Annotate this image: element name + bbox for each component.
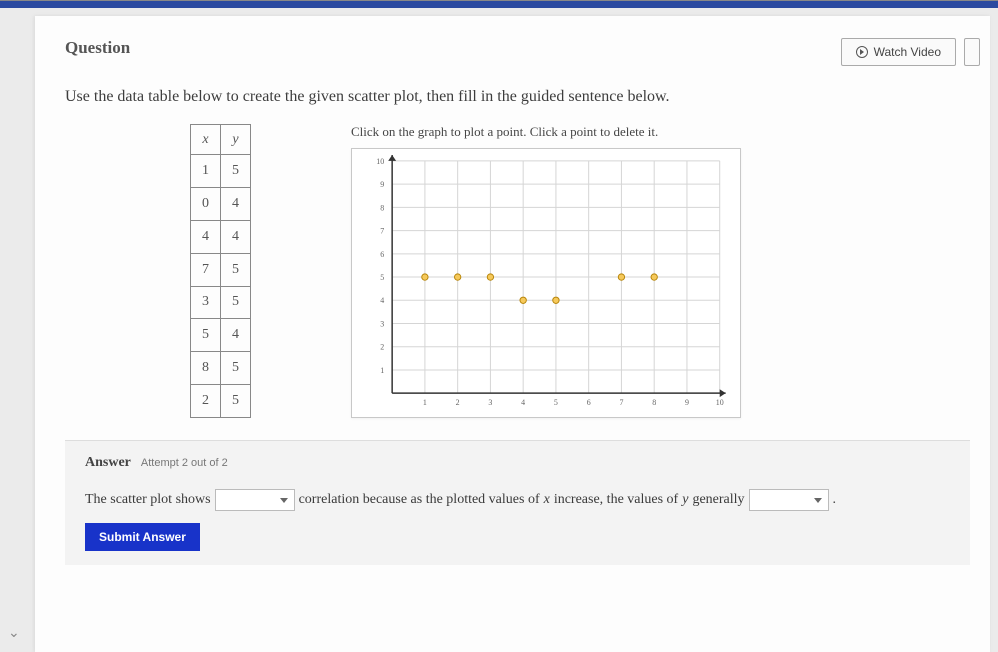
header: Question Watch Video: [65, 38, 990, 66]
attempt-text: Attempt 2 out of 2: [141, 457, 228, 469]
table-header: y: [221, 125, 251, 155]
table-cell: 0: [191, 187, 221, 220]
table-cell: 3: [191, 286, 221, 319]
table-cell: 5: [221, 286, 251, 319]
submit-button[interactable]: Submit Answer: [85, 523, 200, 551]
svg-text:1: 1: [380, 366, 384, 375]
sentence-end: generally: [692, 492, 744, 508]
table-cell: 5: [221, 155, 251, 188]
scatter-plot[interactable]: 1 2 3 4 5 6 7 8 9 10 1 2 3 4 5 6 7 8 9 10: [351, 148, 741, 418]
content-row: xy 1504447535548525 Click on the graph t…: [65, 124, 990, 418]
table-cell: 5: [191, 319, 221, 352]
answer-section: Answer Attempt 2 out of 2 The scatter pl…: [65, 440, 970, 565]
scatter-point[interactable]: [487, 274, 493, 280]
svg-text:6: 6: [380, 250, 384, 259]
scatter-point[interactable]: [618, 274, 624, 280]
table-cell: 4: [221, 187, 251, 220]
svg-text:10: 10: [376, 157, 384, 166]
table-row: 04: [191, 187, 251, 220]
table-cell: 8: [191, 352, 221, 385]
collapse-chevron-icon[interactable]: ⌄: [8, 625, 20, 642]
svg-text:7: 7: [619, 398, 623, 407]
table-row: 15: [191, 155, 251, 188]
table-cell: 4: [191, 220, 221, 253]
graph-area: Click on the graph to plot a point. Clic…: [291, 124, 990, 418]
guided-sentence: The scatter plot shows correlation becau…: [85, 489, 950, 511]
table-row: 85: [191, 352, 251, 385]
svg-text:5: 5: [554, 398, 558, 407]
sentence-period: .: [833, 492, 837, 508]
table-row: 75: [191, 253, 251, 286]
table-row: 25: [191, 385, 251, 418]
svg-text:9: 9: [380, 180, 384, 189]
svg-text:8: 8: [380, 203, 384, 212]
table-cell: 2: [191, 385, 221, 418]
table-row: 54: [191, 319, 251, 352]
svg-text:8: 8: [652, 398, 656, 407]
svg-text:7: 7: [380, 227, 384, 236]
scatter-point[interactable]: [553, 297, 559, 303]
table-header: x: [191, 125, 221, 155]
scatter-point[interactable]: [422, 274, 428, 280]
table-cell: 1: [191, 155, 221, 188]
table-cell: 5: [221, 385, 251, 418]
trend-dropdown[interactable]: [749, 489, 829, 511]
graph-instruction: Click on the graph to plot a point. Clic…: [351, 124, 990, 140]
answer-label: Answer: [85, 455, 131, 470]
var-y: y: [682, 492, 688, 508]
sentence-mid2: increase, the values of: [554, 492, 678, 508]
instruction-text: Use the data table below to create the g…: [65, 88, 990, 106]
svg-text:5: 5: [380, 273, 384, 282]
chevron-down-icon: [814, 498, 822, 503]
scatter-point[interactable]: [651, 274, 657, 280]
header-buttons: Watch Video: [841, 38, 980, 66]
correlation-dropdown[interactable]: [215, 489, 295, 511]
play-icon: [856, 46, 868, 58]
table-cell: 7: [191, 253, 221, 286]
svg-text:4: 4: [521, 398, 525, 407]
sentence-pre: The scatter plot shows: [85, 492, 211, 508]
sentence-mid: correlation because as the plotted value…: [299, 492, 540, 508]
table-cell: 4: [221, 319, 251, 352]
svg-text:2: 2: [380, 343, 384, 352]
svg-text:6: 6: [587, 398, 591, 407]
scatter-point[interactable]: [520, 297, 526, 303]
data-table: xy 1504447535548525: [190, 124, 251, 418]
answer-header: Answer Attempt 2 out of 2: [85, 453, 950, 471]
chevron-down-icon: [280, 498, 288, 503]
scatter-point[interactable]: [454, 274, 460, 280]
var-x: x: [544, 492, 550, 508]
next-button-stub[interactable]: [964, 38, 980, 66]
watch-video-button[interactable]: Watch Video: [841, 38, 956, 66]
table-cell: 4: [221, 220, 251, 253]
question-page: Question Watch Video Use the data table …: [35, 16, 990, 652]
table-cell: 5: [221, 253, 251, 286]
svg-text:3: 3: [380, 319, 384, 328]
table-row: 35: [191, 286, 251, 319]
watch-video-label: Watch Video: [874, 45, 941, 59]
svg-text:10: 10: [716, 398, 724, 407]
table-cell: 5: [221, 352, 251, 385]
svg-text:1: 1: [423, 398, 427, 407]
svg-text:9: 9: [685, 398, 689, 407]
svg-text:4: 4: [380, 296, 384, 305]
svg-text:2: 2: [456, 398, 460, 407]
table-row: 44: [191, 220, 251, 253]
question-label: Question: [65, 38, 130, 58]
svg-text:3: 3: [488, 398, 492, 407]
